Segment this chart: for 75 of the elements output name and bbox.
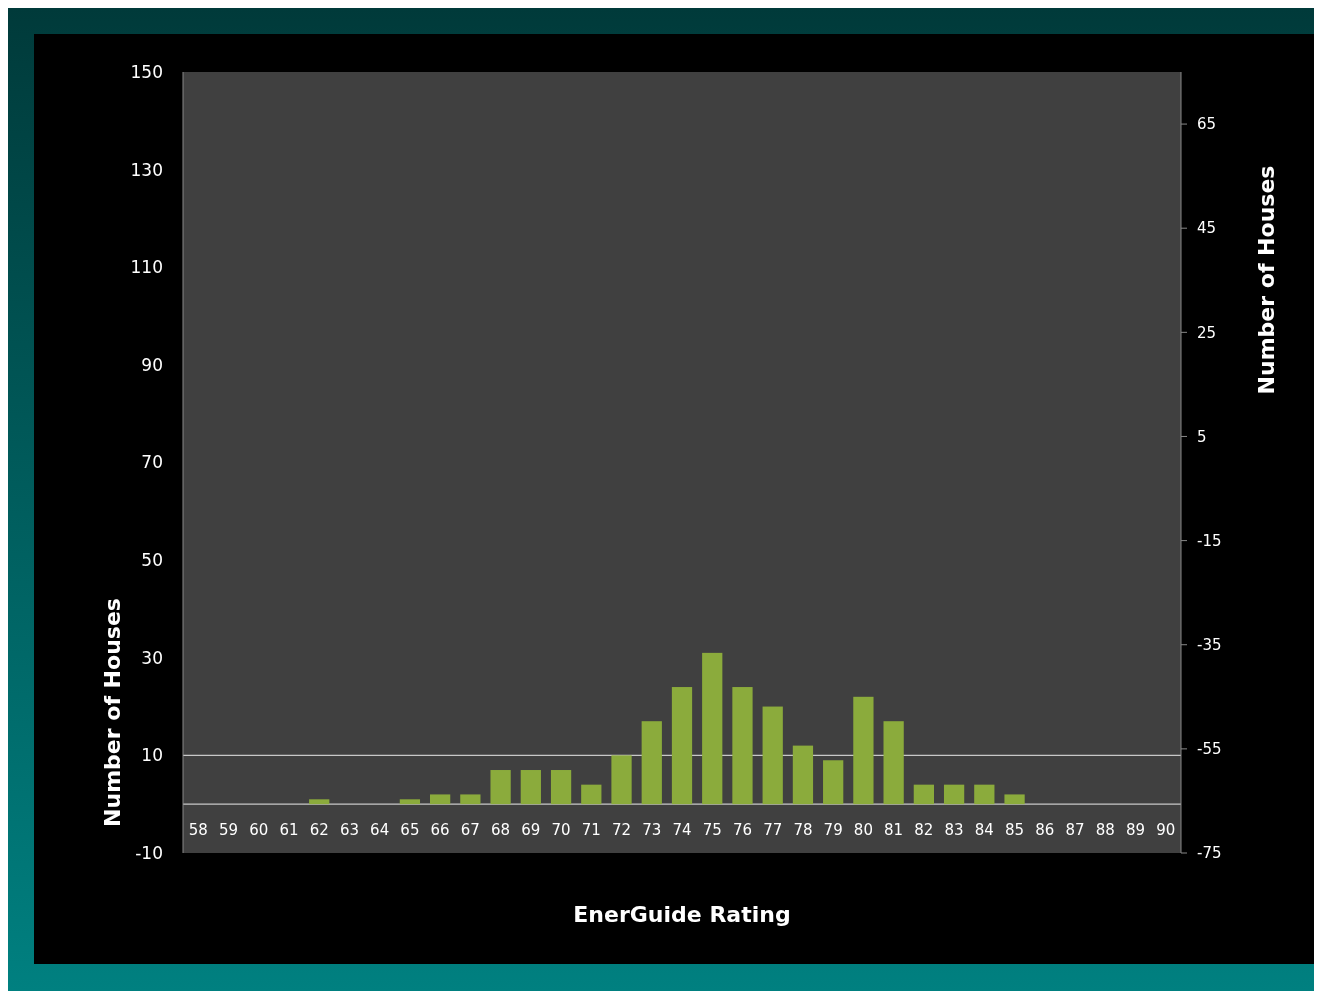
bar: [974, 784, 995, 805]
bar: [1004, 794, 1025, 805]
bar: [762, 706, 783, 805]
bar: [823, 760, 844, 805]
x-tick-label: 74: [672, 821, 692, 839]
y-tick-label: 70: [141, 452, 163, 473]
x-tick-label: 89: [1125, 821, 1146, 839]
y2-tick-label: 45: [1197, 219, 1217, 238]
x-tick-label: 66: [430, 821, 450, 839]
bar: [883, 721, 904, 805]
bar: [671, 687, 693, 805]
x-axis-title: EnerGuide Rating: [573, 902, 791, 927]
y-tick-label: -10: [135, 842, 163, 863]
y-tick-label: 150: [130, 61, 163, 82]
bar: [399, 799, 421, 805]
bar: [702, 652, 723, 805]
y2-tick-label: 65: [1197, 115, 1217, 134]
x-tick-label: 70: [551, 821, 571, 839]
bar: [490, 770, 511, 805]
y2-tick-label: -35: [1197, 635, 1222, 654]
x-tick-label: 84: [974, 821, 994, 839]
x-tick-label: 77: [763, 821, 783, 839]
x-tick-label: 58: [188, 821, 208, 839]
x-tick-label: 83: [944, 821, 964, 839]
bar: [550, 770, 572, 805]
bar: [581, 784, 602, 805]
x-tick-label: 90: [1156, 821, 1176, 839]
x-tick-label: 69: [521, 821, 541, 839]
x-tick-label: 67: [460, 821, 480, 839]
x-tick-label: 61: [279, 821, 299, 839]
x-tick-label: 60: [249, 821, 269, 839]
y2-tick-label: 5: [1197, 427, 1207, 446]
x-tick-label: 76: [732, 821, 753, 839]
y2-tick-label: 25: [1197, 323, 1217, 342]
x-tick-label: 73: [642, 821, 662, 839]
y-tick-label: 30: [141, 647, 163, 668]
y2-tick-label: -55: [1197, 740, 1222, 759]
x-tick-label: 68: [491, 821, 511, 839]
y-tick-label: 90: [141, 354, 163, 375]
bar: [853, 696, 874, 805]
x-tick-label: 64: [370, 821, 390, 839]
y-tick-label: 50: [141, 550, 163, 571]
x-tick-label: 78: [793, 821, 813, 839]
x-tick-label: 59: [218, 821, 239, 839]
x-tick-label: 81: [884, 821, 904, 839]
bar: [732, 687, 753, 805]
x-tick-label: 80: [853, 821, 873, 839]
x-tick-label: 62: [309, 821, 329, 839]
y-axis-title: Number of Houses: [100, 598, 125, 827]
x-tick-label: 79: [823, 821, 843, 839]
bar: [430, 794, 451, 805]
y2-tick-label: -75: [1197, 844, 1222, 863]
x-tick-label: 72: [611, 821, 632, 839]
y-tick-label: 130: [130, 159, 163, 180]
x-tick-label: 63: [339, 821, 359, 839]
bar: [520, 770, 541, 805]
x-tick-label: 87: [1065, 821, 1085, 839]
bar: [792, 745, 814, 805]
bar: [913, 784, 934, 805]
x-tick-label: 86: [1035, 821, 1055, 839]
bar: [309, 799, 330, 805]
bar: [611, 755, 632, 805]
bar: [641, 721, 662, 805]
y2-axis-title: Number of Houses: [1254, 165, 1279, 395]
x-tick-label: 85: [1005, 821, 1025, 839]
bar: [943, 784, 965, 805]
y-tick-label: 10: [141, 745, 163, 766]
x-tick-label: 65: [400, 821, 420, 839]
x-tick-label: 82: [914, 821, 934, 839]
bar: [460, 794, 481, 805]
x-tick-label: 88: [1095, 821, 1115, 839]
y-tick-label: 110: [130, 257, 163, 278]
y2-tick-label: -15: [1197, 531, 1222, 550]
x-tick-label: 71: [581, 821, 601, 839]
x-tick-label: 75: [702, 821, 722, 839]
